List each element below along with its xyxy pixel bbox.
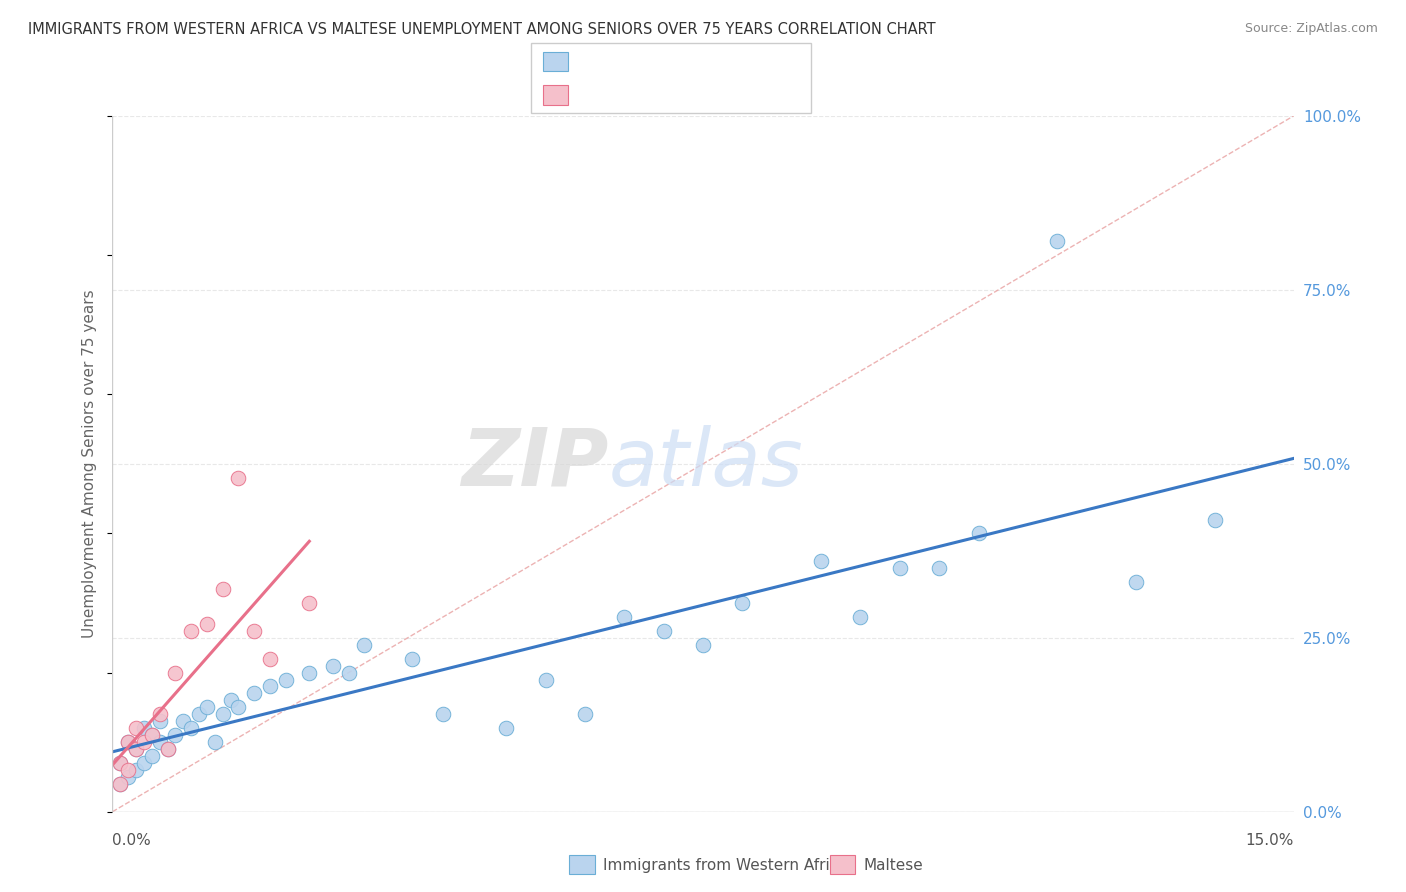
Text: 0.0%: 0.0% [112,832,152,847]
Point [298,665,321,680]
Point [1125,575,1147,590]
Point [165,665,187,680]
Point [211,707,233,722]
Point [110,756,132,770]
Point [219,693,242,707]
Point [125,742,148,756]
Point [141,728,163,742]
Point [117,735,139,749]
Point [141,749,163,764]
Point [149,714,172,729]
Point [692,638,714,652]
Point [204,735,226,749]
Point [259,651,281,665]
Point [259,680,281,694]
Point [322,658,344,673]
Point [180,721,202,735]
Point [298,596,321,610]
Point [534,673,557,687]
Point [132,721,155,735]
Point [228,471,250,485]
Text: R =  0.506   N = 46: R = 0.506 N = 46 [576,54,738,69]
Point [188,707,211,722]
Point [141,728,163,742]
Point [928,561,950,575]
Point [652,624,675,638]
Point [132,756,155,770]
Point [156,742,179,756]
Point [195,616,218,631]
Text: ZIP: ZIP [461,425,609,503]
Point [495,721,517,735]
Point [574,707,596,722]
Text: atlas: atlas [609,425,803,503]
Point [125,721,148,735]
Point [849,610,872,624]
Text: Immigrants from Western Africa: Immigrants from Western Africa [603,858,848,872]
Point [117,770,139,784]
Y-axis label: Unemployment Among Seniors over 75 years: Unemployment Among Seniors over 75 years [82,290,97,638]
Point [889,561,911,575]
Point [125,763,148,777]
Point [110,777,132,791]
Point [132,735,155,749]
Point [243,624,266,638]
Point [731,596,754,610]
Point [195,700,218,714]
Text: 15.0%: 15.0% [1246,832,1294,847]
Point [274,673,297,687]
Point [110,777,132,791]
Point [432,707,454,722]
Point [125,742,148,756]
Point [117,763,139,777]
Point [1204,512,1226,526]
Point [243,686,266,700]
Point [810,554,832,568]
Text: Maltese: Maltese [863,858,922,872]
Point [172,714,194,729]
Point [165,728,187,742]
Point [211,582,233,596]
Point [613,610,636,624]
Point [1046,234,1069,248]
Point [353,638,375,652]
Point [110,756,132,770]
Point [149,735,172,749]
Text: Source: ZipAtlas.com: Source: ZipAtlas.com [1244,22,1378,36]
Point [228,700,250,714]
Text: IMMIGRANTS FROM WESTERN AFRICA VS MALTESE UNEMPLOYMENT AMONG SENIORS OVER 75 YEA: IMMIGRANTS FROM WESTERN AFRICA VS MALTES… [28,22,936,37]
Point [401,651,423,665]
Point [337,665,360,680]
Point [967,526,990,541]
Text: R =  0.518   N = 18: R = 0.518 N = 18 [576,87,738,103]
Point [180,624,202,638]
Point [156,742,179,756]
Point [149,707,172,722]
Point [117,735,139,749]
